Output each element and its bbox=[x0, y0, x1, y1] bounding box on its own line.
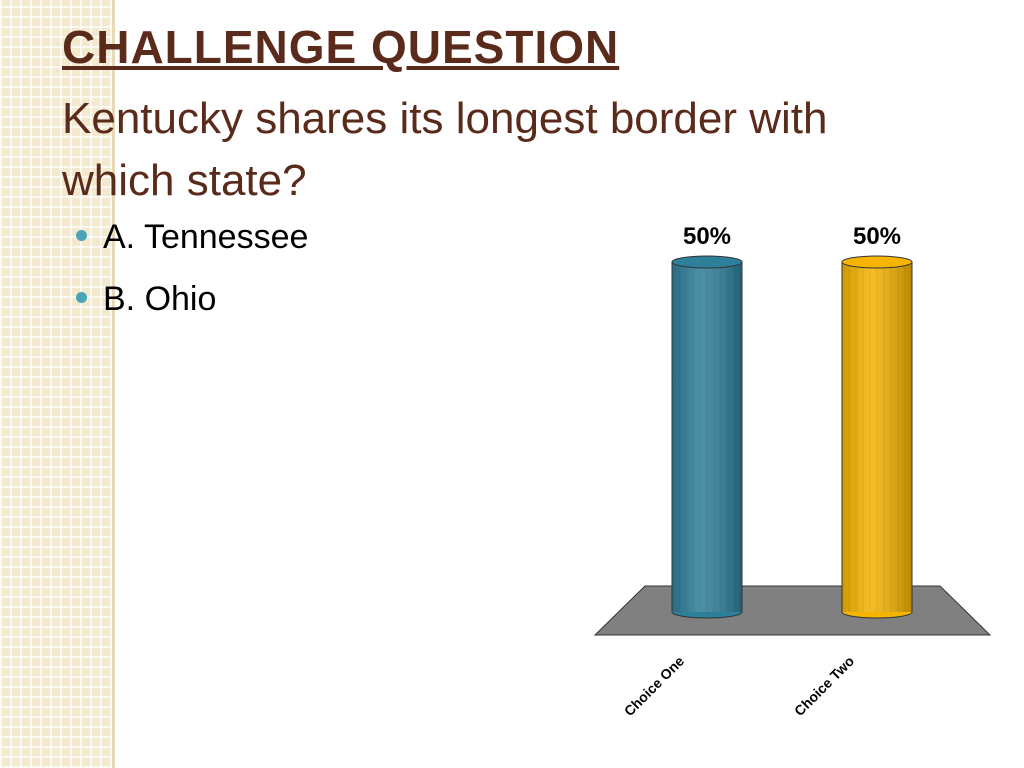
bar-top bbox=[841, 255, 913, 269]
bar-shade bbox=[672, 262, 742, 612]
bar-top bbox=[671, 255, 743, 269]
background-strip bbox=[0, 0, 112, 768]
bullet: B. Ohio bbox=[76, 280, 216, 319]
slide-title: CHALLENGE QUESTION bbox=[62, 21, 620, 73]
bullet: A. Tennessee bbox=[76, 218, 308, 257]
slide-subtitle: Kentucky shares its longest border with … bbox=[62, 94, 828, 205]
data-label: 50% bbox=[853, 223, 901, 250]
x-tick-label: Choice One bbox=[621, 653, 687, 719]
bar-shade bbox=[842, 262, 912, 612]
chart-floor bbox=[593, 585, 992, 636]
strip-edge bbox=[112, 0, 115, 768]
data-label: 50% bbox=[683, 223, 731, 250]
x-tick-label: Choice Two bbox=[791, 653, 857, 719]
